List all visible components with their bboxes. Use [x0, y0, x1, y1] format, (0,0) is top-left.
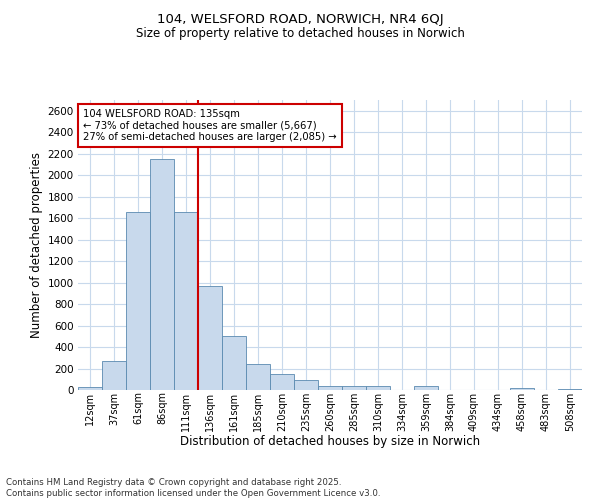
Bar [294, 380, 318, 390]
Bar [414, 386, 438, 390]
Bar [270, 374, 294, 390]
Bar [510, 388, 534, 390]
Text: 104, WELSFORD ROAD, NORWICH, NR4 6QJ: 104, WELSFORD ROAD, NORWICH, NR4 6QJ [157, 12, 443, 26]
Bar [150, 159, 174, 390]
Bar [342, 386, 366, 390]
X-axis label: Distribution of detached houses by size in Norwich: Distribution of detached houses by size … [180, 435, 480, 448]
Bar [102, 361, 126, 390]
Text: 104 WELSFORD ROAD: 135sqm
← 73% of detached houses are smaller (5,667)
27% of se: 104 WELSFORD ROAD: 135sqm ← 73% of detac… [83, 108, 337, 142]
Bar [246, 364, 270, 390]
Bar [78, 387, 102, 390]
Y-axis label: Number of detached properties: Number of detached properties [31, 152, 43, 338]
Bar [174, 212, 198, 390]
Bar [126, 212, 150, 390]
Text: Contains HM Land Registry data © Crown copyright and database right 2025.
Contai: Contains HM Land Registry data © Crown c… [6, 478, 380, 498]
Bar [318, 386, 342, 390]
Bar [222, 336, 246, 390]
Bar [198, 286, 222, 390]
Bar [366, 386, 390, 390]
Text: Size of property relative to detached houses in Norwich: Size of property relative to detached ho… [136, 28, 464, 40]
